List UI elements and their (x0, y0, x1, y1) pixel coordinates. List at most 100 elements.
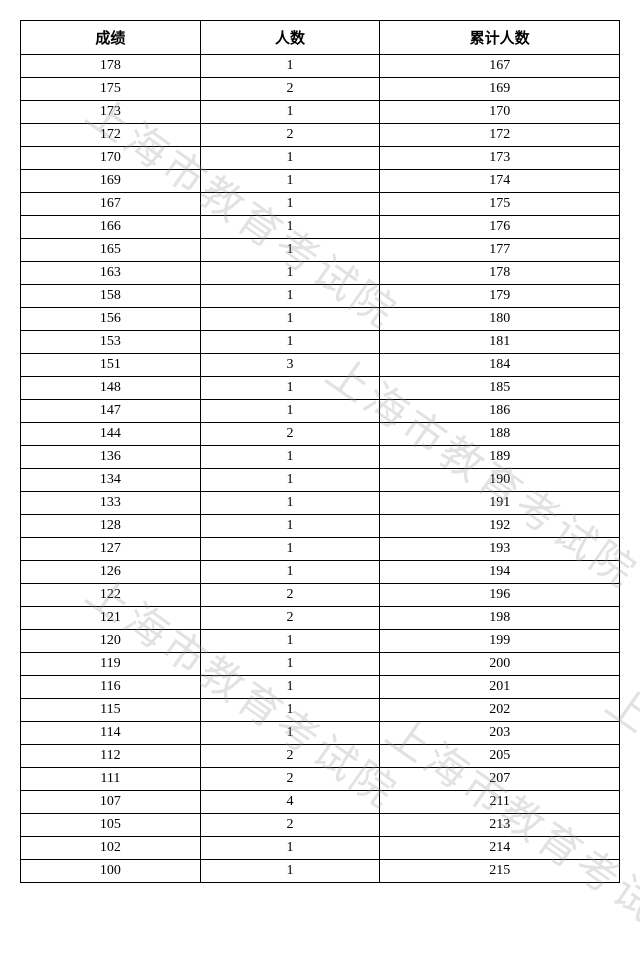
cell-score: 128 (21, 515, 201, 538)
cell-count: 1 (200, 262, 380, 285)
table-row: 1442188 (21, 423, 620, 446)
cell-score: 163 (21, 262, 201, 285)
cell-cumulative: 189 (380, 446, 620, 469)
cell-cumulative: 167 (380, 55, 620, 78)
cell-cumulative: 185 (380, 377, 620, 400)
cell-cumulative: 169 (380, 78, 620, 101)
table-row: 1671175 (21, 193, 620, 216)
cell-count: 1 (200, 216, 380, 239)
table-row: 1481185 (21, 377, 620, 400)
cell-cumulative: 190 (380, 469, 620, 492)
table-row: 1691174 (21, 170, 620, 193)
cell-count: 1 (200, 469, 380, 492)
cell-count: 1 (200, 170, 380, 193)
cell-count: 1 (200, 630, 380, 653)
cell-score: 169 (21, 170, 201, 193)
cell-cumulative: 202 (380, 699, 620, 722)
cell-cumulative: 192 (380, 515, 620, 538)
cell-cumulative: 205 (380, 745, 620, 768)
table-row: 1112207 (21, 768, 620, 791)
table-row: 1471186 (21, 400, 620, 423)
cell-cumulative: 203 (380, 722, 620, 745)
cell-count: 2 (200, 78, 380, 101)
cell-score: 178 (21, 55, 201, 78)
cell-cumulative: 173 (380, 147, 620, 170)
cell-cumulative: 174 (380, 170, 620, 193)
table-row: 1752169 (21, 78, 620, 101)
cell-score: 147 (21, 400, 201, 423)
cell-cumulative: 181 (380, 331, 620, 354)
table-row: 1631178 (21, 262, 620, 285)
table-row: 1161201 (21, 676, 620, 699)
cell-count: 2 (200, 423, 380, 446)
cell-score: 116 (21, 676, 201, 699)
cell-count: 2 (200, 745, 380, 768)
cell-cumulative: 201 (380, 676, 620, 699)
table-row: 1122205 (21, 745, 620, 768)
table-row: 1191200 (21, 653, 620, 676)
cell-count: 1 (200, 492, 380, 515)
cell-count: 1 (200, 147, 380, 170)
cell-score: 156 (21, 308, 201, 331)
score-table-container: 上海市教育考试院 上海市教育考试院 上海市教育考试院 上海市教育考试院 上海市教… (20, 20, 620, 883)
table-row: 1074211 (21, 791, 620, 814)
cell-cumulative: 213 (380, 814, 620, 837)
cell-count: 1 (200, 446, 380, 469)
cell-cumulative: 178 (380, 262, 620, 285)
cell-count: 1 (200, 538, 380, 561)
col-header-count: 人数 (200, 21, 380, 55)
cell-count: 2 (200, 584, 380, 607)
col-header-cumulative: 累计人数 (380, 21, 620, 55)
cell-score: 136 (21, 446, 201, 469)
cell-cumulative: 199 (380, 630, 620, 653)
cell-cumulative: 177 (380, 239, 620, 262)
cell-cumulative: 170 (380, 101, 620, 124)
cell-score: 172 (21, 124, 201, 147)
table-row: 1261194 (21, 561, 620, 584)
score-table: 成绩 人数 累计人数 17811671752169173117017221721… (20, 20, 620, 883)
cell-cumulative: 198 (380, 607, 620, 630)
cell-score: 151 (21, 354, 201, 377)
cell-count: 1 (200, 377, 380, 400)
cell-count: 4 (200, 791, 380, 814)
table-row: 1222196 (21, 584, 620, 607)
table-row: 1341190 (21, 469, 620, 492)
table-row: 1581179 (21, 285, 620, 308)
cell-score: 166 (21, 216, 201, 239)
cell-cumulative: 180 (380, 308, 620, 331)
cell-score: 133 (21, 492, 201, 515)
cell-cumulative: 176 (380, 216, 620, 239)
cell-score: 105 (21, 814, 201, 837)
cell-count: 1 (200, 285, 380, 308)
table-body: 1781167175216917311701722172170117316911… (21, 55, 620, 883)
table-row: 1201199 (21, 630, 620, 653)
cell-count: 1 (200, 837, 380, 860)
cell-cumulative: 196 (380, 584, 620, 607)
table-row: 1531181 (21, 331, 620, 354)
table-row: 1561180 (21, 308, 620, 331)
cell-count: 1 (200, 239, 380, 262)
cell-cumulative: 215 (380, 860, 620, 883)
cell-cumulative: 207 (380, 768, 620, 791)
cell-cumulative: 172 (380, 124, 620, 147)
cell-cumulative: 175 (380, 193, 620, 216)
cell-score: 111 (21, 768, 201, 791)
table-row: 1281192 (21, 515, 620, 538)
cell-score: 134 (21, 469, 201, 492)
table-row: 1331191 (21, 492, 620, 515)
cell-count: 1 (200, 400, 380, 423)
cell-cumulative: 194 (380, 561, 620, 584)
table-row: 1661176 (21, 216, 620, 239)
table-row: 1141203 (21, 722, 620, 745)
cell-cumulative: 188 (380, 423, 620, 446)
table-row: 1052213 (21, 814, 620, 837)
cell-score: 127 (21, 538, 201, 561)
cell-count: 1 (200, 561, 380, 584)
cell-score: 122 (21, 584, 201, 607)
table-row: 1271193 (21, 538, 620, 561)
cell-count: 1 (200, 676, 380, 699)
table-row: 1361189 (21, 446, 620, 469)
cell-score: 170 (21, 147, 201, 170)
cell-count: 2 (200, 124, 380, 147)
table-row: 1781167 (21, 55, 620, 78)
